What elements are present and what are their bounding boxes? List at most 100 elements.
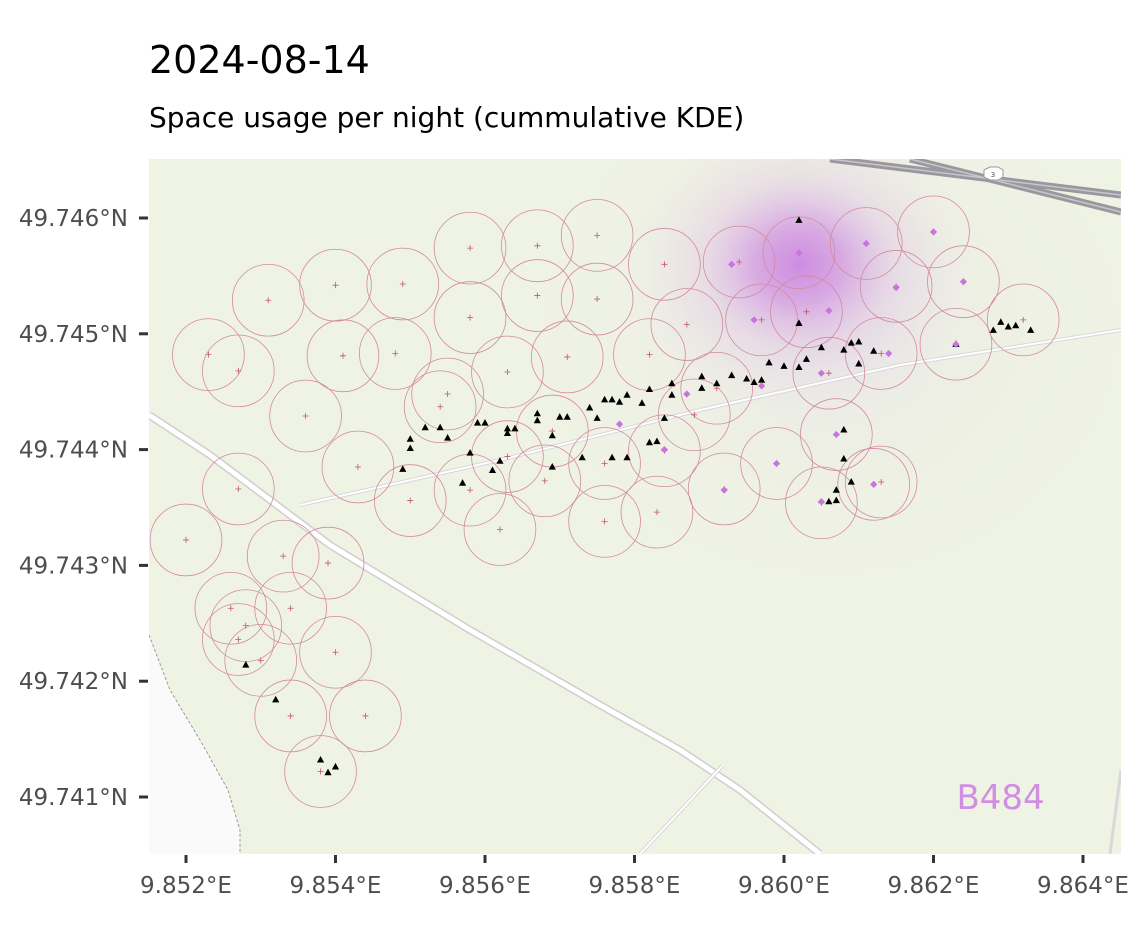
usage-circle [149,503,223,577]
location-point [638,399,646,406]
kde-point [757,382,766,390]
x-tick-label: 9.862°E [888,873,980,899]
kde-point [825,307,833,315]
circle-center-mark [354,463,361,470]
location-point [870,347,878,354]
location-point [847,339,855,346]
axes: 9.852°E 9.854°E 9.856°E 9.858°E 9.860°E 9.862… [19,206,1129,899]
circle-center-mark [302,413,309,420]
usage-circle [927,245,1000,318]
usage-circle [463,493,537,566]
location-point [563,413,571,420]
highway-centerline-1 [829,159,1121,196]
circle-center-mark [467,245,474,252]
usage-circle [702,225,776,299]
kde-point [795,249,803,257]
circle-center-mark [878,479,885,486]
circle-center-mark [534,242,541,249]
location-point [840,425,848,433]
circle-center-mark [317,768,324,775]
map-panel: 3 [149,159,1121,854]
usage-circle [433,281,507,354]
location-point [728,371,736,379]
location-point [623,453,631,461]
circle-center-mark [534,292,541,299]
location-point [496,457,504,464]
circle-center-mark [691,411,698,418]
usage-circle [687,452,761,526]
y-tick-label: 49.745°N [19,322,128,348]
location-point [406,435,414,442]
circle-center-mark [653,509,660,516]
area-boundary [149,634,241,854]
location-point [795,319,803,326]
circle-center-mark [235,485,242,492]
chart-subtitle: Space usage per night (cummulative KDE) [149,101,745,134]
circle-center-mark [504,453,511,460]
location-point [750,378,758,386]
usage-circle [254,571,327,645]
track [299,329,1121,506]
circle-center-mark [467,487,474,494]
usage-circle [194,571,268,645]
circle-center-mark [683,321,690,328]
location-point [406,444,414,452]
location-point [608,395,616,403]
location-point [817,343,825,351]
kde-point [615,420,624,428]
x-tick-label: 9.860°E [738,873,830,899]
location-triangles [242,216,1035,776]
x-tick-label: 9.858°E [589,873,681,899]
kde-point [885,349,893,358]
x-tick-label: 9.854°E [290,873,382,899]
circle-center-mark [227,605,234,612]
usage-circle [859,250,933,323]
location-point [488,466,497,474]
location-point [601,395,609,403]
location-point [832,486,840,493]
circle-center-mark [601,460,608,467]
circle-center-mark [265,297,272,304]
usage-circle [919,307,993,381]
circle-center-mark [467,314,474,321]
kde-point [660,446,668,454]
location-point [503,429,512,436]
location-point [272,695,280,703]
kde-point [952,340,960,348]
usage-circle [411,357,484,431]
location-point [421,423,429,431]
usage-circle [471,420,544,493]
location-point [802,355,811,362]
circle-center-mark [661,261,668,268]
circle-center-mark [594,232,601,239]
kde-point [929,228,938,236]
circle-center-mark [325,560,332,567]
circle-center-mark [242,622,249,629]
usage-circle [501,259,574,332]
location-point [668,391,676,398]
usage-circle [359,317,432,390]
usage-circle [366,247,440,321]
usage-circle [897,195,970,269]
circle-center-mark [332,649,339,656]
location-point [847,478,855,485]
usage-circle [658,378,731,452]
bare-area [149,635,240,854]
usage-circle [800,398,873,471]
usage-circle [471,335,544,409]
location-point [466,449,474,456]
kde-point [720,486,728,494]
location-point [780,362,788,369]
y-tick-label: 49.742°N [19,669,128,695]
usage-circle [321,430,395,504]
usage-circle [792,336,866,410]
usage-circle [246,519,320,593]
usage-circle [844,317,918,390]
usage-circle [680,351,754,425]
usage-circle [568,427,641,500]
location-point [855,337,863,345]
circle-center-mark [399,281,406,288]
kde-diamonds [615,228,967,506]
kde-point [772,459,781,468]
